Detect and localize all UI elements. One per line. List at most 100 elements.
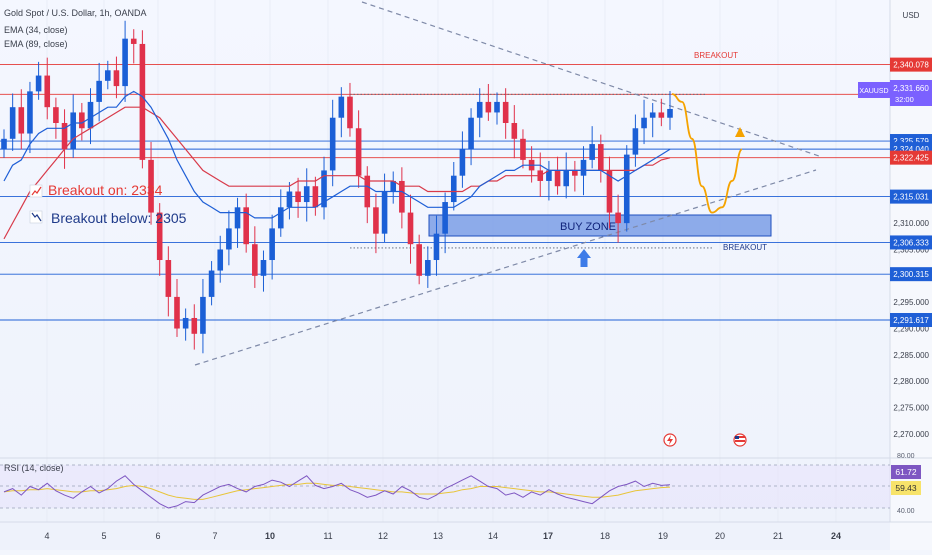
candle-body bbox=[589, 144, 595, 160]
candle-body bbox=[641, 117, 647, 129]
time-tick-label: 17 bbox=[543, 531, 553, 541]
candle-body bbox=[442, 202, 448, 234]
candle-body bbox=[632, 128, 639, 155]
candle-body bbox=[476, 101, 483, 118]
candle-body bbox=[433, 233, 440, 261]
candle-body bbox=[381, 191, 388, 234]
current-price-countdown: 32:00 bbox=[895, 95, 914, 104]
price-tick-label: 2,280.000 bbox=[893, 377, 929, 386]
buy-zone[interactable] bbox=[428, 214, 772, 237]
candle-body bbox=[122, 38, 128, 87]
candle-body bbox=[312, 186, 319, 208]
candle-body bbox=[615, 212, 621, 224]
candle-body bbox=[667, 108, 673, 118]
rsi-title[interactable]: RSI (14, close) bbox=[4, 463, 64, 473]
candle-body bbox=[200, 296, 206, 334]
candle-body bbox=[338, 96, 345, 118]
price-axis-ticks: 2,310.000 2,305.000 2,295.000 2,290.000 2,28… bbox=[893, 219, 929, 439]
candle-body bbox=[286, 191, 293, 208]
candle-body bbox=[217, 249, 224, 271]
candle-body bbox=[226, 228, 232, 250]
time-tick-label: 7 bbox=[212, 531, 217, 541]
level-label-box bbox=[890, 189, 932, 204]
symbol-badge bbox=[858, 82, 890, 98]
time-tick-label: 10 bbox=[265, 531, 275, 541]
candle-body bbox=[649, 112, 656, 118]
candle-body bbox=[502, 101, 509, 123]
rsi-tick-80: 80.00 bbox=[897, 453, 915, 460]
time-tick-label: 12 bbox=[378, 531, 388, 541]
candle-body bbox=[623, 154, 630, 224]
rsi-value-box bbox=[891, 465, 921, 479]
candle-body bbox=[494, 101, 500, 113]
candle-body bbox=[234, 207, 241, 229]
candle-body bbox=[347, 96, 353, 129]
rsi-value: 61.72 bbox=[895, 467, 917, 477]
price-tick-label: 2,310.000 bbox=[893, 219, 929, 228]
time-axis-ticks[interactable]: 4 5 6 7 10 11 12 13 14 17 18 19 20 21 24 bbox=[44, 531, 841, 541]
time-tick-label: 19 bbox=[658, 531, 668, 541]
candle-body bbox=[269, 228, 275, 261]
candle-body bbox=[321, 170, 327, 208]
projected-arrowhead-icon bbox=[735, 127, 745, 137]
level-label-box bbox=[890, 267, 932, 282]
price-tick-label: 2,275.000 bbox=[893, 404, 929, 413]
price-tick-label: 2,285.000 bbox=[893, 351, 929, 360]
level-label-box bbox=[890, 57, 932, 72]
symbol-title[interactable]: Gold Spot / U.S. Dollar, 1h, OANDA bbox=[4, 8, 147, 18]
candle-body bbox=[53, 107, 59, 123]
level-label: 2,315.031 bbox=[893, 193, 929, 202]
candle-body bbox=[572, 170, 578, 176]
current-price-box bbox=[890, 80, 932, 106]
candle-body bbox=[303, 186, 310, 203]
candle-body bbox=[260, 260, 267, 276]
price-tick-label: 2,270.000 bbox=[893, 430, 929, 439]
level-label: 2,291.617 bbox=[893, 316, 929, 325]
candle-body bbox=[511, 122, 518, 139]
candle-body bbox=[87, 101, 94, 129]
candle-body bbox=[208, 270, 215, 297]
candle-body bbox=[148, 159, 154, 213]
time-tick-label: 13 bbox=[433, 531, 443, 541]
candle-body bbox=[658, 112, 665, 118]
time-tick-label: 6 bbox=[155, 531, 160, 541]
level-label: 2,322.425 bbox=[893, 154, 929, 163]
level-label-box bbox=[890, 235, 932, 250]
lower-trendline[interactable] bbox=[194, 169, 817, 366]
horizontal-levels bbox=[0, 64, 890, 321]
note-breakout-below-text: Breakout below: 2305 bbox=[51, 210, 187, 226]
candle-body bbox=[182, 317, 189, 329]
price-tick-label: 2,305.000 bbox=[893, 245, 929, 254]
ema-34-legend[interactable]: EMA (34, close) bbox=[4, 25, 68, 35]
note-breakout-on-text: Breakout on: 2334 bbox=[48, 182, 163, 198]
candle-body bbox=[485, 101, 492, 113]
breakout-label-upper: BREAKOUT bbox=[694, 51, 738, 60]
candle-body bbox=[598, 144, 604, 171]
note-breakout-below: Breakout below: 2305 bbox=[29, 210, 187, 226]
ema-89-legend[interactable]: EMA (89, close) bbox=[4, 39, 68, 49]
currency-label[interactable]: USD bbox=[903, 11, 920, 20]
time-tick-label: 24 bbox=[831, 531, 841, 541]
candle-body bbox=[416, 244, 422, 276]
rsi-line bbox=[3, 475, 671, 509]
candle-body bbox=[425, 260, 431, 276]
candle-body bbox=[407, 212, 414, 245]
time-tick-label: 18 bbox=[600, 531, 610, 541]
flash-icon[interactable] bbox=[663, 433, 677, 447]
level-label-box bbox=[890, 150, 932, 165]
chart-legend: Gold Spot / U.S. Dollar, 1h, OANDA EMA (… bbox=[4, 8, 147, 49]
symbol-badge-text: XAUUSD bbox=[859, 88, 888, 95]
candle-body bbox=[606, 170, 613, 213]
candle-body bbox=[156, 212, 163, 261]
vertical-grid bbox=[46, 0, 837, 522]
current-price-label: XAUUSD 2,331.660 32:00 bbox=[858, 80, 932, 106]
candle-body bbox=[243, 207, 249, 245]
candle-body bbox=[468, 117, 474, 150]
level-label: 2,340.078 bbox=[893, 61, 929, 70]
candle-body bbox=[355, 128, 362, 176]
time-tick-label: 14 bbox=[488, 531, 498, 541]
rsi-ma-value: 59.43 bbox=[895, 483, 917, 493]
us-flag-icon[interactable] bbox=[733, 433, 747, 447]
buy-zone-label: BUY ZONE bbox=[560, 221, 616, 233]
